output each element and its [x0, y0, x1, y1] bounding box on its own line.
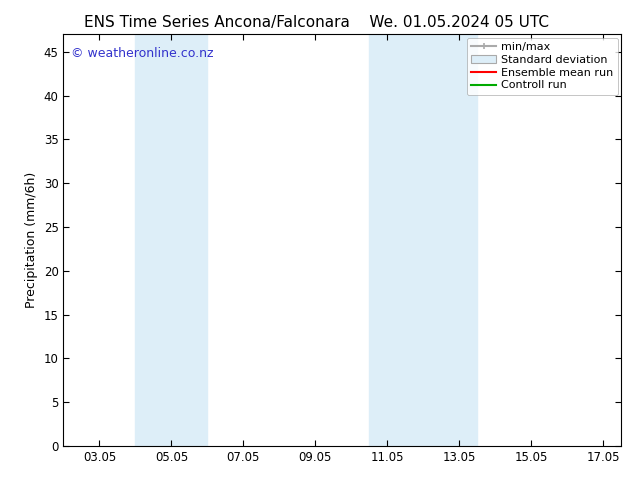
Legend: min/max, Standard deviation, Ensemble mean run, Controll run: min/max, Standard deviation, Ensemble me… — [467, 38, 618, 95]
Text: © weatheronline.co.nz: © weatheronline.co.nz — [70, 48, 213, 60]
Text: ENS Time Series Ancona/Falconara    We. 01.05.2024 05 UTC: ENS Time Series Ancona/Falconara We. 01.… — [84, 15, 550, 30]
Bar — [136, 34, 207, 446]
Y-axis label: Precipitation (mm/6h): Precipitation (mm/6h) — [25, 172, 38, 308]
Bar — [370, 34, 477, 446]
